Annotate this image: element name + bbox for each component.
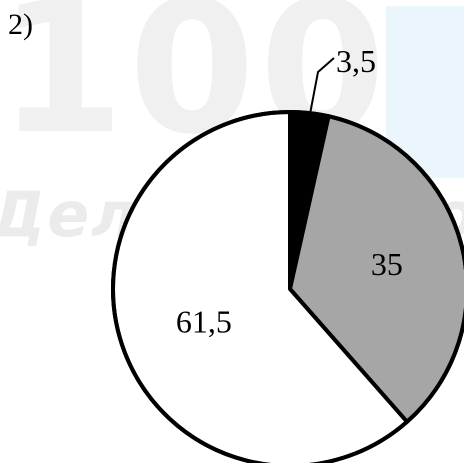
pie-leader-line-0 bbox=[309, 57, 335, 114]
pie-slice-label-1: 35 bbox=[371, 246, 403, 282]
pie-slice-label-2: 61,5 bbox=[176, 304, 232, 340]
pie-slice-label-0: 3,5 bbox=[336, 43, 376, 79]
pie-outline bbox=[111, 110, 464, 463]
figure-label: 2) bbox=[8, 8, 33, 41]
